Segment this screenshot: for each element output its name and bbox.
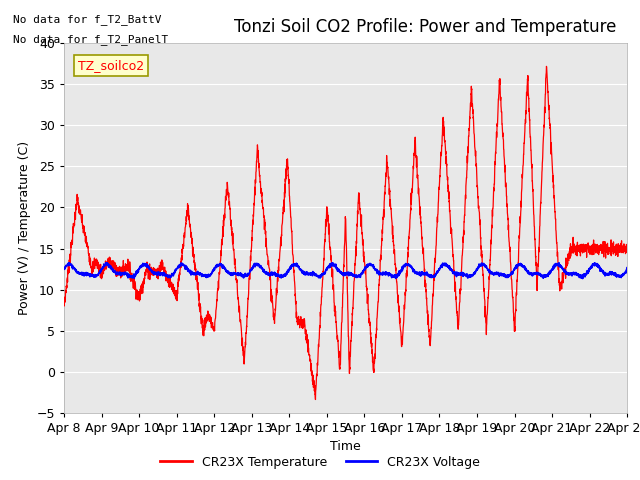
Y-axis label: Power (V) / Temperature (C): Power (V) / Temperature (C) <box>18 141 31 315</box>
Text: No data for f_T2_PanelT: No data for f_T2_PanelT <box>13 34 168 45</box>
Text: TZ_soilco2: TZ_soilco2 <box>78 59 144 72</box>
X-axis label: Time: Time <box>330 440 361 454</box>
Legend: CR23X Temperature, CR23X Voltage: CR23X Temperature, CR23X Voltage <box>156 451 484 474</box>
Text: Tonzi Soil CO2 Profile: Power and Temperature: Tonzi Soil CO2 Profile: Power and Temper… <box>234 18 616 36</box>
Text: No data for f_T2_BattV: No data for f_T2_BattV <box>13 14 161 25</box>
